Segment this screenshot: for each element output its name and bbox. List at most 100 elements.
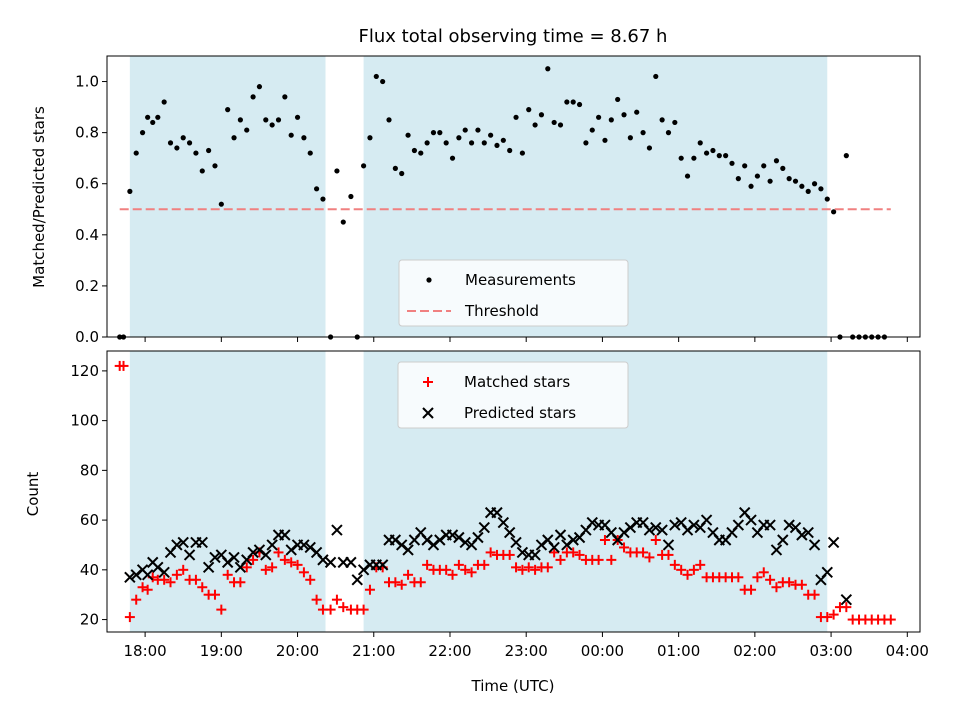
measurement-point xyxy=(231,135,237,141)
matched-star-marker xyxy=(222,569,233,580)
marker-stroke xyxy=(510,536,522,549)
matched-star-marker xyxy=(331,594,342,605)
matched-star-marker xyxy=(638,547,649,558)
measurement-point xyxy=(538,112,545,118)
matched-star-marker xyxy=(118,360,129,371)
measurement-point xyxy=(199,168,205,174)
legend-label: Predicted stars xyxy=(464,404,576,422)
marker-stroke xyxy=(453,531,465,544)
matched-star-marker xyxy=(165,577,176,588)
marker-stroke xyxy=(345,556,357,569)
marker-stroke xyxy=(643,524,656,536)
x-tick-label: 02:00 xyxy=(733,642,776,660)
matched-star-marker xyxy=(682,569,693,580)
predicted-star-marker xyxy=(497,516,510,529)
measurement-point xyxy=(456,135,462,141)
predicted-star-marker xyxy=(586,516,598,529)
legend-measurement-marker xyxy=(426,277,432,283)
measurement-point xyxy=(212,163,218,169)
matched-star-marker xyxy=(396,579,407,590)
marker-stroke xyxy=(827,536,840,549)
x-tick-label: 22:00 xyxy=(428,642,471,660)
matched-star-marker xyxy=(260,564,271,575)
measurement-point xyxy=(145,114,151,120)
predicted-star-marker xyxy=(669,519,681,531)
predicted-star-marker xyxy=(516,546,529,559)
measurement-point xyxy=(672,119,678,126)
measurement-point xyxy=(361,163,367,169)
predicted-star-marker xyxy=(446,529,459,541)
measurement-point xyxy=(615,96,621,103)
measurement-point xyxy=(320,196,326,202)
matched-star-marker xyxy=(574,549,585,560)
bottom-y-axis-label: Count xyxy=(24,472,42,517)
measurement-point xyxy=(167,140,174,146)
predicted-star-marker xyxy=(650,521,662,534)
measurement-point xyxy=(314,186,320,192)
marker-stroke xyxy=(396,539,408,551)
measurement-point xyxy=(748,183,754,189)
measurement-point xyxy=(678,155,684,161)
x-tick-label: 20:00 xyxy=(276,642,319,660)
predicted-star-marker xyxy=(732,519,745,531)
measurement-point xyxy=(786,176,792,182)
x-tick-label: 18:00 xyxy=(123,642,166,660)
measurement-point xyxy=(742,163,748,169)
marker-stroke xyxy=(542,534,554,546)
marker-stroke xyxy=(147,556,159,569)
measurement-point xyxy=(811,181,818,187)
matched-star-marker xyxy=(415,577,426,588)
predicted-star-marker xyxy=(656,524,668,536)
legend-label: Threshold xyxy=(464,302,539,320)
matched-star-marker xyxy=(216,604,227,615)
marker-stroke xyxy=(247,546,259,559)
matched-star-marker xyxy=(267,562,278,573)
measurement-point xyxy=(348,193,354,200)
marker-stroke xyxy=(478,521,490,534)
bottom-panel: 20 40 60 80 100 120 18:00 19:00 20:00 21:00 22:00… xyxy=(24,350,929,695)
marker-stroke xyxy=(422,407,434,419)
marker-stroke xyxy=(548,541,560,554)
measurement-point xyxy=(818,186,824,192)
measurement-point xyxy=(831,209,837,215)
measurement-point xyxy=(780,165,786,171)
matched-star-marker xyxy=(599,534,610,545)
matched-star-marker xyxy=(441,564,452,575)
measurement-point xyxy=(186,140,193,146)
marker-stroke xyxy=(554,529,567,541)
marker-stroke xyxy=(745,514,757,526)
measurement-point xyxy=(481,140,487,146)
top-x-ticks xyxy=(144,337,908,342)
predicted-star-marker xyxy=(141,569,154,581)
matched-star-marker xyxy=(765,574,776,585)
predicted-star-marker xyxy=(770,544,783,556)
matched-star-marker xyxy=(695,559,706,570)
marker-stroke xyxy=(196,536,208,549)
predicted-star-marker xyxy=(345,556,357,569)
matched-star-marker xyxy=(504,549,515,560)
measurement-point xyxy=(596,114,602,120)
predicted-star-marker xyxy=(554,529,567,541)
predicted-star-marker xyxy=(688,519,700,531)
measurement-point xyxy=(443,140,449,146)
legend-label: Matched stars xyxy=(464,373,570,391)
matched-star-marker xyxy=(822,612,833,623)
measurement-point xyxy=(519,150,525,156)
marker-stroke xyxy=(802,526,814,539)
measurement-point xyxy=(824,196,830,202)
predicted-star-marker xyxy=(529,549,541,561)
predicted-star-marker xyxy=(402,544,414,556)
matched-star-marker xyxy=(159,574,170,585)
marker-stroke xyxy=(183,549,196,561)
predicted-star-marker xyxy=(158,566,170,579)
marker-stroke xyxy=(331,524,343,536)
x-tick-label: 21:00 xyxy=(352,642,395,660)
matched-star-marker xyxy=(663,549,674,560)
matched-star-marker xyxy=(390,577,401,588)
measurement-point xyxy=(507,147,513,154)
predicted-star-marker xyxy=(202,561,215,574)
legend-box xyxy=(398,259,629,327)
predicted-star-marker xyxy=(376,559,389,571)
matched-star-marker xyxy=(466,567,477,578)
matched-star-marker xyxy=(422,559,433,570)
